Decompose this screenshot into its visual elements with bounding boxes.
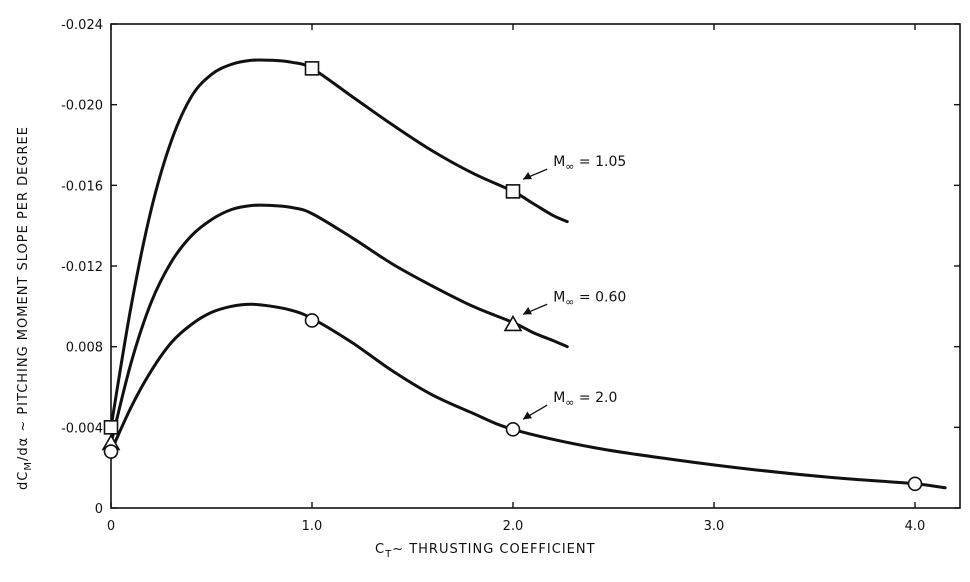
series-label-value: = 2.0 [574,390,617,406]
series-label-sub: ∞ [565,295,574,308]
series-label-main: M [553,289,565,305]
x-tick-label: 4.0 [905,519,926,534]
x-tick-label: 2.0 [503,519,524,534]
square-marker [103,420,119,435]
x-axis-label-rest: ~ THRUSTING COEFFICIENT [392,542,595,557]
series-label-2: M∞ = 2.0 [553,390,617,409]
x-axis-label-main: C [375,542,385,557]
series-markers [101,61,923,492]
series-label-main: M [553,390,565,406]
series-line-1 [109,203,569,445]
circle-marker [103,444,119,459]
series-annotations: M∞ = 1.05M∞ = 0.60M∞ = 2.0 [522,154,626,420]
y-tick-label: -0.004 [61,421,103,436]
x-tick-label: 0 [107,519,115,534]
y-axis-label: dCM/dα ~ PITCHING MOMENT SLOPE PER DEGRE… [16,126,34,490]
y-tick-label: -0.016 [61,179,103,194]
x-axis-label: CT~ THRUSTING COEFFICIENT [375,542,596,560]
y-axis-label-rest: /dα ~ PITCHING MOMENT SLOPE PER DEGREE [16,126,31,461]
y-tick-label: 0.008 [66,341,103,356]
series-label-value: = 0.60 [574,289,626,305]
annotation-arrowhead [523,307,533,315]
circle-marker [907,476,923,492]
series-label-sub: ∞ [565,396,574,409]
series-curves [109,58,947,490]
series-line-2 [109,302,947,490]
square-marker [505,184,521,199]
series-label-0: M∞ = 1.05 [553,154,626,173]
series-line-0 [109,58,569,429]
triangle-marker [503,314,523,332]
y-tick-label: 0 [95,502,103,517]
x-tick-label: 3.0 [704,519,725,534]
y-axis-label-sub: M [23,461,34,471]
series-label-sub: ∞ [565,160,574,173]
x-tick-label: 1.0 [302,519,323,534]
y-axis-label-pre: dC [16,471,31,490]
series-label-main: M [553,154,565,170]
y-tick-label: -0.020 [61,99,103,114]
series-label-value: = 1.05 [574,154,626,170]
annotation-arrowhead [523,171,533,180]
annotation-arrowhead [523,411,532,420]
square-marker [304,61,320,76]
circle-marker [304,313,320,328]
axis-ticks: 0 -0.004 0.008 -0.012 -0.016 -0.020 -0.024 0 1.0… [61,18,960,534]
y-tick-label: -0.012 [61,260,103,275]
circle-marker [505,422,521,437]
y-tick-label: -0.024 [61,18,103,33]
x-axis-label-sub: T [384,549,392,560]
series-label-1: M∞ = 0.60 [553,289,626,308]
